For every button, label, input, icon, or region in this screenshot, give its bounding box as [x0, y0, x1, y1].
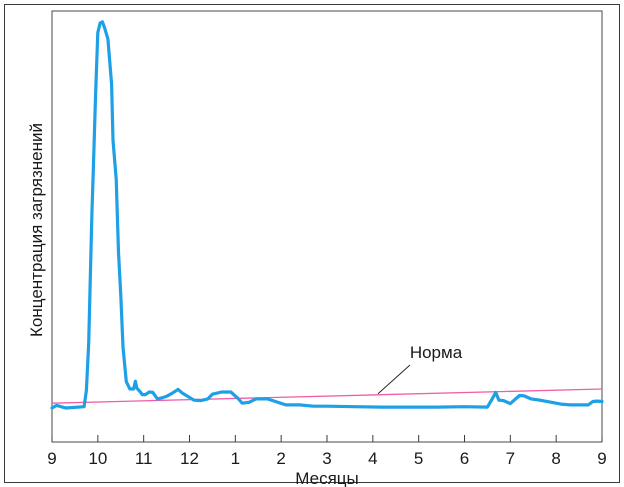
x-tick-label: 7	[506, 449, 515, 468]
norm-label-leader	[377, 364, 411, 395]
figure-frame	[4, 4, 620, 483]
x-tick-label: 3	[322, 449, 331, 468]
x-tick-label: 9	[597, 449, 606, 468]
x-tick-label: 6	[460, 449, 469, 468]
norm-line	[51, 388, 603, 404]
x-tick-label: 2	[276, 449, 285, 468]
series-line-1	[50, 20, 604, 410]
plot-area: 9 10 11 12 1 2 3 4 5 6 7 8 9	[47, 10, 607, 468]
x-tick-label: 12	[180, 449, 199, 468]
x-axis-title: Месяцы	[295, 469, 358, 487]
plot-frame	[51, 10, 603, 443]
x-tick-label: 9	[47, 449, 56, 468]
norma-label: Норма	[410, 343, 463, 362]
x-tick-label: 10	[88, 449, 107, 468]
x-tick-label: 1	[231, 449, 240, 468]
x-tick-label: 5	[414, 449, 423, 468]
y-axis-title: Концентрация загрязнений	[27, 123, 46, 337]
x-tick-label: 4	[368, 449, 377, 468]
x-tick-label: 11	[135, 449, 153, 468]
x-tick-label: 8	[551, 449, 560, 468]
